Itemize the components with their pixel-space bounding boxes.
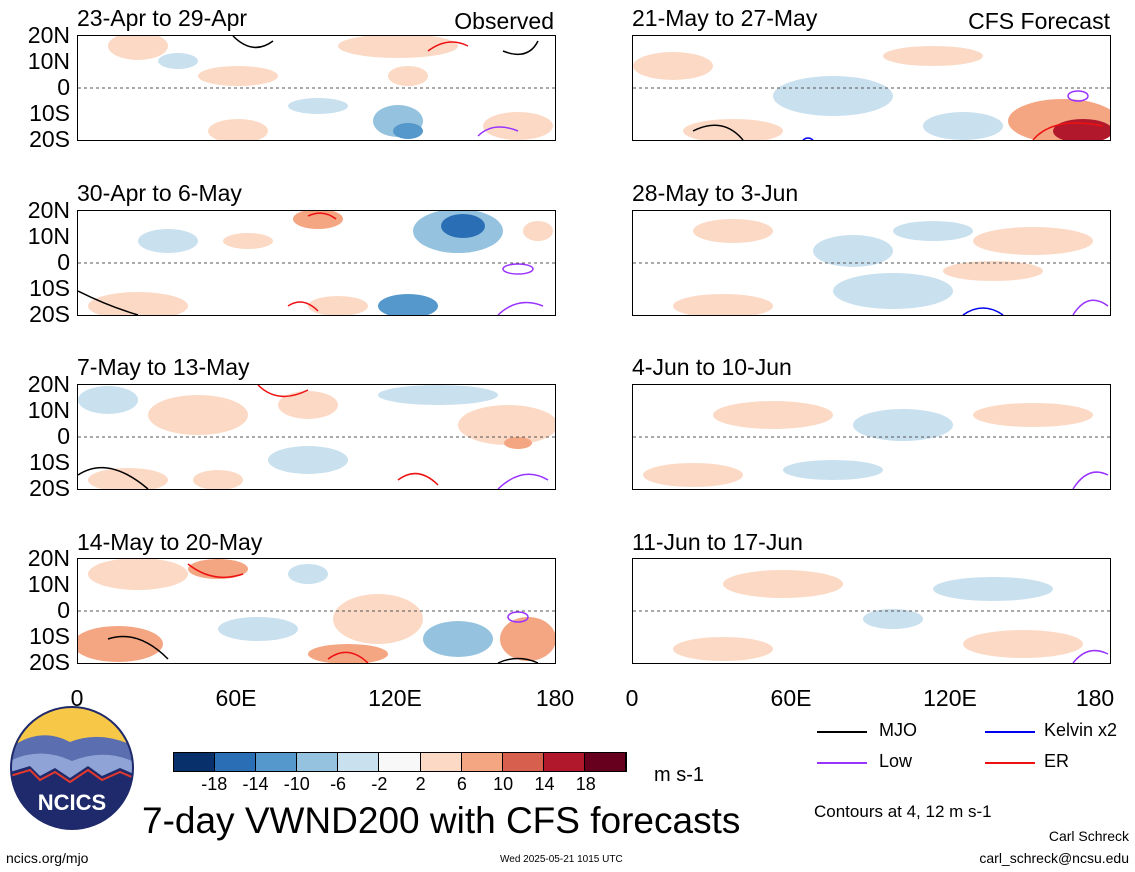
colorbar-swatch <box>338 753 380 771</box>
colorbar-swatch <box>420 753 462 771</box>
lat-label: 10N <box>27 571 70 597</box>
lat-label: 20N <box>27 22 70 48</box>
lon-label: 120E <box>923 685 977 711</box>
lon-label: 0 <box>625 685 639 711</box>
lon-label: 0 <box>70 685 84 711</box>
colorbar-swatch <box>543 753 585 771</box>
legend-low-label: Low <box>879 751 913 771</box>
logo-text: NCICS <box>38 790 106 815</box>
footer-timestamp: Wed 2025-05-21 1015 UTC <box>500 854 623 865</box>
lat-label: 0 <box>57 597 70 623</box>
legend-mjo-label: MJO <box>879 720 917 740</box>
map-panel <box>77 384 556 490</box>
map-panel <box>77 210 556 316</box>
panel-source-tag: Observed <box>454 8 554 34</box>
lon-label: 180 <box>535 685 575 711</box>
main-title: 7-day VWND200 with CFS forecasts <box>142 800 741 841</box>
lat-label: 20N <box>27 371 70 397</box>
colorbar-swatch <box>174 753 216 771</box>
colorbar-tick-label: -10 <box>283 774 310 794</box>
colorbar-swatch <box>502 753 544 771</box>
legend-er-label: ER <box>1044 751 1070 771</box>
colorbar-swatch <box>379 753 421 771</box>
lat-label: 20S <box>29 126 70 152</box>
lat-label: 10S <box>29 100 70 126</box>
map-panel <box>632 384 1111 490</box>
map-panel <box>632 210 1111 316</box>
colorbar-tick-label: 14 <box>534 774 555 794</box>
panel-date-range: 23-Apr to 29-Apr <box>77 5 248 31</box>
map-panel <box>77 558 556 664</box>
colorbar-swatch <box>297 753 339 771</box>
colorbar-swatch <box>256 753 298 771</box>
map-panel <box>632 35 1111 141</box>
contours-note: Contours at 4, 12 m s-1 <box>814 802 992 821</box>
colorbar-units: m s-1 <box>654 764 704 786</box>
panel-date-range: 28-May to 3-Jun <box>632 180 799 206</box>
colorbar-swatch <box>461 753 503 771</box>
panel-date-range: 21-May to 27-May <box>632 5 818 31</box>
ncics-logo: NCICS <box>10 706 134 830</box>
legend-low-line <box>817 762 867 764</box>
colorbar-tick-label: 6 <box>456 774 467 794</box>
legend-mjo-line <box>817 731 867 733</box>
lon-label: 120E <box>368 685 422 711</box>
colorbar-tick-label: 2 <box>415 774 426 794</box>
colorbar-tick-label: 18 <box>575 774 596 794</box>
panel-date-range: 4-Jun to 10-Jun <box>632 354 792 380</box>
lat-label: 10N <box>27 48 70 74</box>
colorbar-swatch <box>215 753 257 771</box>
lat-label: 10S <box>29 275 70 301</box>
lat-label: 20S <box>29 649 70 675</box>
lat-label: 20N <box>27 545 70 571</box>
colorbar-tick-label: -18 <box>201 774 228 794</box>
lat-label: 10S <box>29 449 70 475</box>
map-panel <box>77 35 556 141</box>
colorbar-swatch <box>584 753 627 771</box>
map-panel <box>632 558 1111 664</box>
colorbar <box>173 752 627 772</box>
colorbar-tick-label: 10 <box>493 774 514 794</box>
legend-er-line <box>985 762 1035 764</box>
colorbar-tick-label: -14 <box>242 774 269 794</box>
colorbar-tick-label: -2 <box>371 774 388 794</box>
legend-kelvin-label: Kelvin x2 <box>1044 720 1118 740</box>
lat-label: 10N <box>27 397 70 423</box>
footer-email[interactable]: carl_schreck@ncsu.edu <box>979 850 1129 866</box>
panel-date-range: 11-Jun to 17-Jun <box>632 529 803 555</box>
lat-label: 0 <box>57 249 70 275</box>
colorbar-tick-label: -6 <box>330 774 347 794</box>
lat-label: 20N <box>27 197 70 223</box>
lon-label: 60E <box>215 685 257 711</box>
lat-label: 20S <box>29 301 70 327</box>
lat-label: 10S <box>29 623 70 649</box>
lat-label: 0 <box>57 74 70 100</box>
lat-label: 0 <box>57 423 70 449</box>
lat-label: 10N <box>27 223 70 249</box>
footer-url[interactable]: ncics.org/mjo <box>6 850 89 866</box>
legend-kelvin-line <box>985 731 1035 733</box>
lon-label: 60E <box>770 685 812 711</box>
panel-source-tag: CFS Forecast <box>968 8 1110 34</box>
lon-label: 180 <box>1075 685 1115 711</box>
footer-author: Carl Schreck <box>1048 828 1129 844</box>
panel-date-range: 14-May to 20-May <box>77 529 263 555</box>
panel-date-range: 30-Apr to 6-May <box>77 180 242 206</box>
panel-date-range: 7-May to 13-May <box>77 354 250 380</box>
lat-label: 20S <box>29 475 70 501</box>
